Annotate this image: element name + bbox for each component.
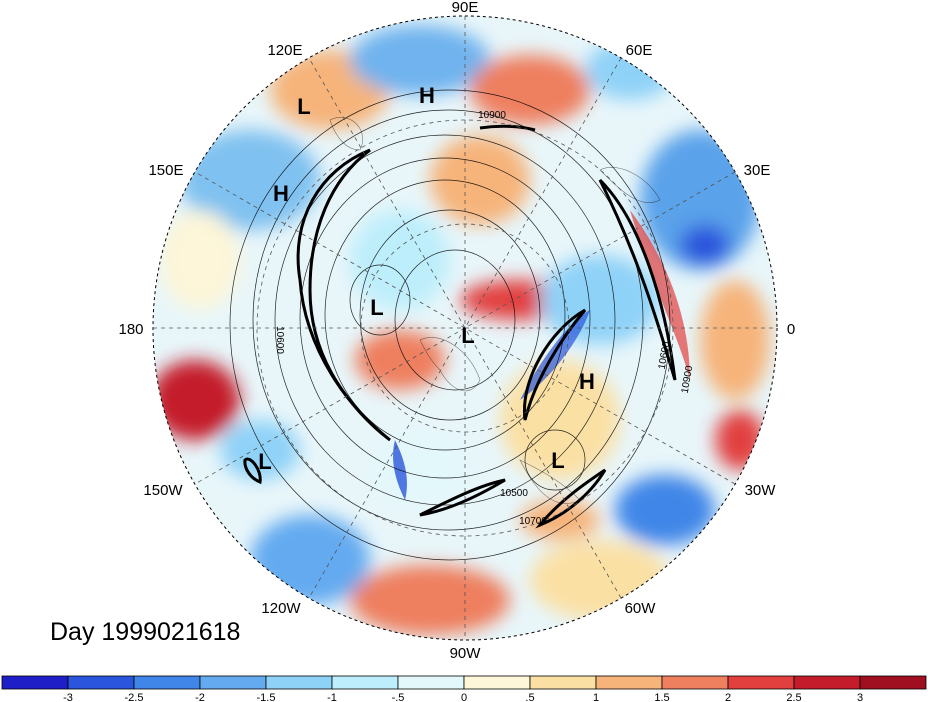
colorbar-tick-label: .5 xyxy=(525,692,534,702)
colorbar-tick-label: -2.5 xyxy=(125,692,144,702)
colorbar-tick-label: 0 xyxy=(461,692,467,702)
colorbar-tick-label: 1 xyxy=(593,692,599,702)
colorbar-box xyxy=(265,675,333,690)
colorbar-box xyxy=(1,675,69,690)
colorbar-box xyxy=(331,675,399,690)
colorbar-tick-label: 1.5 xyxy=(654,692,669,702)
longitude-labels: 90E 60E 30E 0 30W 60W 90W 120W 150W 180 … xyxy=(118,0,795,662)
low-center: L xyxy=(551,448,564,473)
colorbar-tick-label: -1.5 xyxy=(257,692,276,702)
lon-label-90e: 90E xyxy=(452,0,479,16)
colorbar-box xyxy=(463,675,531,690)
pressure-centers: L H H L L H L L xyxy=(258,83,595,474)
lon-label-120e: 120E xyxy=(267,42,302,59)
colorbar-boxes xyxy=(1,675,927,690)
jet-contours xyxy=(243,124,677,529)
low-center: L xyxy=(461,323,474,348)
colorbar-tick-label: -1 xyxy=(327,692,337,702)
high-center: H xyxy=(419,83,435,108)
lon-label-150e: 150E xyxy=(148,162,183,179)
colorbar-ticks: -3 -2.5 -2 -1.5 -1 -.5 0 .5 1 1.5 2 2.5 3 xyxy=(63,692,863,702)
colorbar-box xyxy=(661,675,729,690)
lon-label-150w: 150W xyxy=(143,482,183,499)
coastlines xyxy=(329,117,661,504)
colorbar-box xyxy=(859,675,927,690)
colorbar-tick-label: -.5 xyxy=(392,692,405,702)
low-center: L xyxy=(258,449,271,474)
colorbar-tick-label: 2.5 xyxy=(786,692,801,702)
lon-label-0: 0 xyxy=(787,321,795,338)
day-label: Day 1999021618 xyxy=(50,618,241,646)
contour-label: 10500 xyxy=(500,488,528,499)
colorbar-tick-label: 2 xyxy=(725,692,731,702)
contour-label: 10900 xyxy=(478,110,506,121)
colorbar-tick-label: -3 xyxy=(63,692,73,702)
high-center: H xyxy=(273,181,289,206)
colorbar-box xyxy=(397,675,465,690)
contour-label: 10700 xyxy=(519,516,547,527)
colorbar-box xyxy=(529,675,597,690)
colorbar-box xyxy=(67,675,135,690)
lon-label-90w: 90W xyxy=(450,645,482,662)
low-center: L xyxy=(370,295,383,320)
height-contours xyxy=(229,89,671,561)
contour-label: 10600 xyxy=(274,326,285,354)
graticule xyxy=(153,16,777,640)
colorbar-box xyxy=(133,675,201,690)
high-center: H xyxy=(579,369,595,394)
contour-labels: 10900 10500 10700 10600 10600 10900 xyxy=(274,110,695,527)
colorbar: -3 -2.5 -2 -1.5 -1 -.5 0 .5 1 1.5 2 2.5 3 xyxy=(1,675,927,702)
contour-label: 10600 xyxy=(657,340,673,370)
colorbar-box xyxy=(727,675,795,690)
colorbar-box xyxy=(199,675,267,690)
contour-label: 10900 xyxy=(680,364,696,394)
lon-label-30w: 30W xyxy=(745,482,777,499)
colorbar-tick-label: 3 xyxy=(857,692,863,702)
lon-label-180: 180 xyxy=(118,321,143,338)
lon-label-60e: 60E xyxy=(626,42,653,59)
colorbar-box xyxy=(793,675,861,690)
lon-label-30e: 30E xyxy=(744,162,771,179)
lon-label-60w: 60W xyxy=(625,600,657,617)
low-center: L xyxy=(297,94,310,119)
colorbar-box xyxy=(595,675,663,690)
lon-label-120w: 120W xyxy=(261,600,301,617)
colorbar-tick-label: -2 xyxy=(195,692,205,702)
